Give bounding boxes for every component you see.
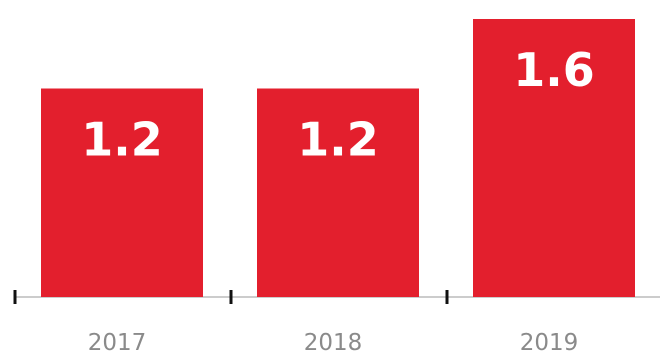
bar-2017	[41, 88, 203, 297]
bar-2019	[473, 19, 635, 297]
bars-group: 1.2 1.2 1.6	[41, 19, 635, 297]
ticks-group: 2017 2018 2019	[13, 290, 579, 353]
bar-2018	[257, 88, 419, 297]
bar-value-label-2018: 1.2	[297, 113, 379, 167]
x-tick-label-2019: 2019	[520, 330, 579, 353]
x-tick-label-2017: 2017	[88, 330, 147, 353]
bar-value-label-2019: 1.6	[513, 43, 595, 97]
bar-value-label-2017: 1.2	[81, 113, 163, 167]
x-tick-label-2018: 2018	[304, 330, 363, 353]
